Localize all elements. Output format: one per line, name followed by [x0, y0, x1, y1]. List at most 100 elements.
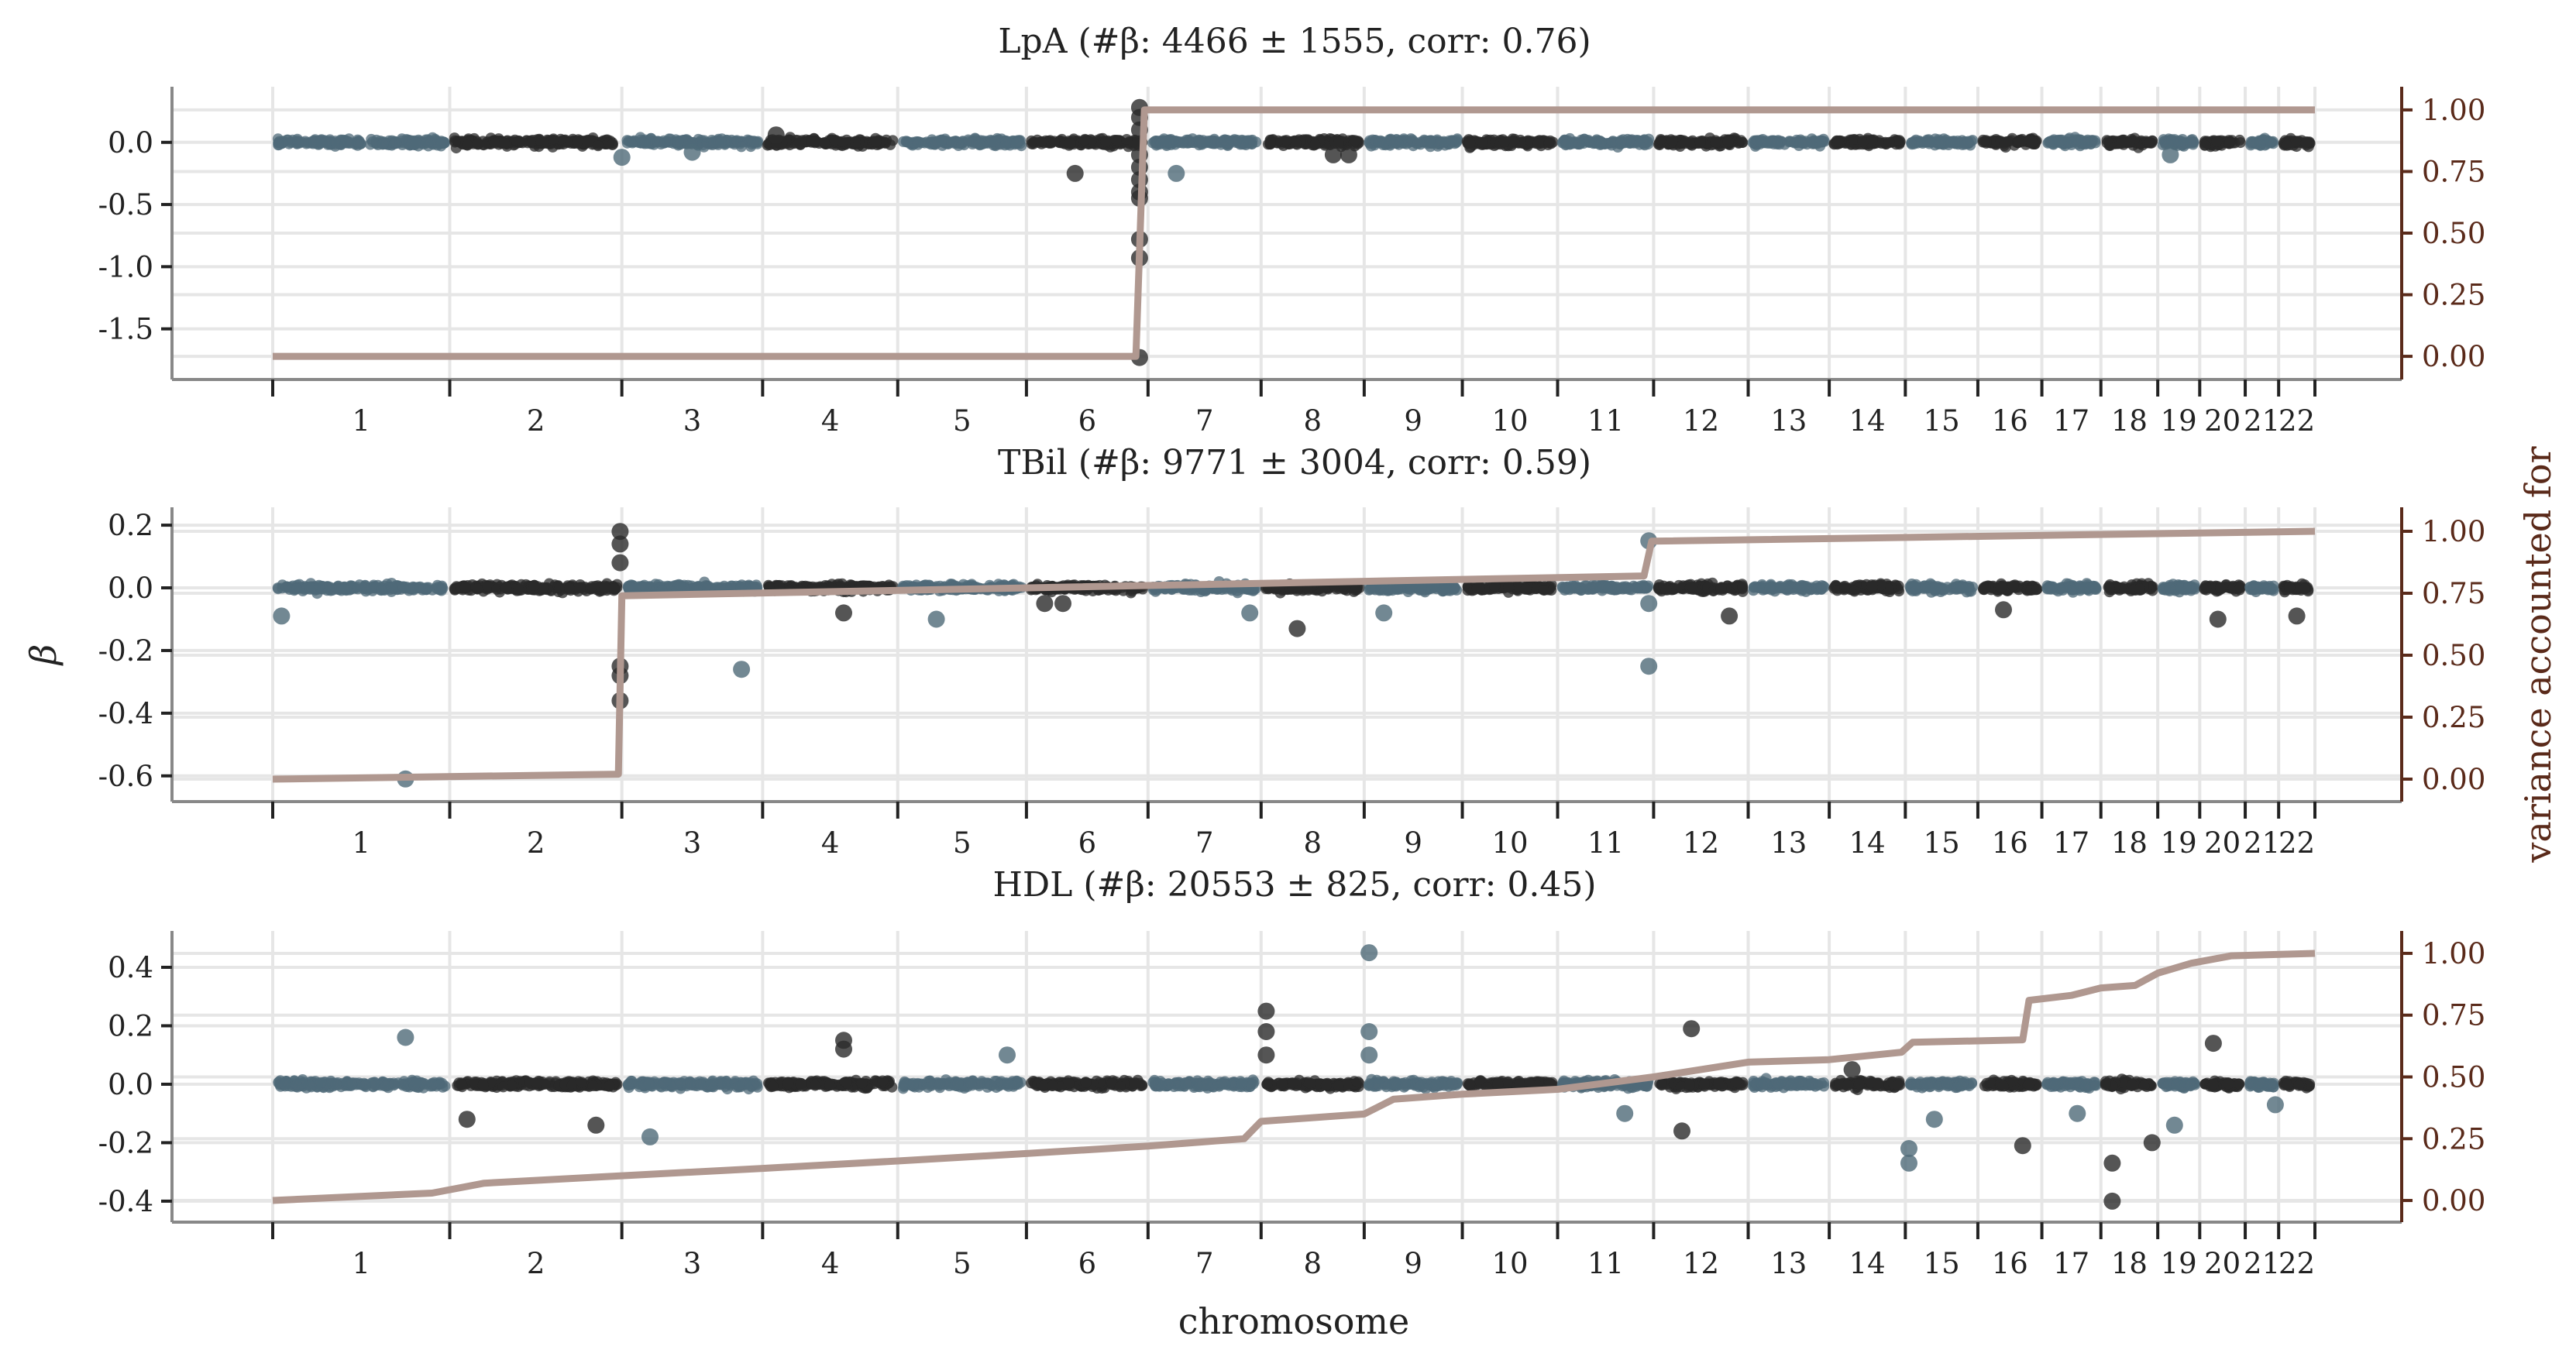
chromosome-tick-label: 2 [527, 404, 545, 438]
y-tick-label: -1.0 [98, 250, 153, 283]
beta-point [809, 135, 820, 146]
beta-outlier-point [1288, 620, 1306, 637]
beta-point [1774, 580, 1786, 592]
chromosome-tick-label: 21 [2244, 826, 2280, 860]
beta-point [1660, 584, 1672, 596]
beta-outlier-point [1721, 607, 1739, 625]
beta-outlier-point [2162, 146, 2179, 163]
beta-point [850, 136, 861, 148]
beta-point [2013, 137, 2024, 149]
beta-point [1384, 134, 1395, 146]
beta-point [1996, 582, 2007, 593]
beta-point [900, 136, 912, 147]
beta-point [1223, 138, 1234, 149]
beta-point [2031, 583, 2043, 595]
chromosome-tick-label: 1 [353, 404, 371, 438]
chromosome-tick-label: 9 [1404, 826, 1422, 860]
beta-point [627, 137, 638, 149]
beta-point [449, 136, 461, 148]
beta-outlier-point [1066, 164, 1084, 182]
beta-point [2244, 582, 2256, 593]
chromosome-tick-label: 14 [1849, 404, 1886, 438]
beta-point [500, 582, 512, 594]
beta-point [1489, 580, 1501, 592]
beta-point [280, 581, 292, 592]
beta-point [572, 136, 583, 148]
chromosome-tick-label: 18 [2111, 404, 2148, 438]
chromosome-tick-label: 10 [1491, 826, 1528, 860]
chromosome-tick-label: 4 [821, 826, 840, 860]
beta-point [1567, 137, 1578, 149]
beta-point [818, 137, 830, 149]
beta-point [1694, 136, 1706, 148]
beta-point [377, 139, 388, 150]
beta-point [534, 134, 545, 146]
right-y-tick-label: 0.75 [2422, 155, 2485, 188]
beta-point [1281, 135, 1292, 146]
beta-point [1625, 134, 1636, 146]
beta-point [887, 135, 899, 146]
beta-point [607, 139, 618, 150]
beta-point [2215, 582, 2227, 593]
beta-outlier-point [2209, 610, 2227, 628]
beta-point [1412, 138, 1423, 149]
beta-point [2134, 583, 2145, 595]
beta-point [2200, 582, 2212, 593]
right-y-tick-label: 0.50 [2422, 639, 2485, 672]
right-y-tick-label: 0.00 [2422, 340, 2485, 373]
chromosome-tick-label: 3 [683, 826, 702, 860]
beta-outlier-point [2288, 607, 2306, 625]
beta-outlier-point [613, 149, 631, 167]
beta-point [1147, 137, 1159, 149]
beta-point [1632, 582, 1643, 594]
beta-outlier-point [1995, 601, 2012, 619]
beta-point [2027, 136, 2038, 148]
beta-point [1048, 136, 1060, 147]
chromosome-tick-label: 7 [1195, 826, 1214, 860]
beta-point [1316, 586, 1328, 597]
panel-lpa: 0.0-0.5-1.0-1.51.000.750.500.250.001 2 3 4 5… [98, 22, 2486, 438]
beta-point [386, 582, 397, 594]
beta-point [564, 582, 576, 594]
beta-point [2082, 137, 2093, 149]
chromosome-tick-label: 2 [527, 826, 545, 860]
chromosome-tick-label: 7 [1195, 404, 1214, 438]
beta-point [1563, 584, 1575, 596]
beta-point [2184, 137, 2196, 149]
beta-point [1193, 134, 1205, 146]
right-y-tick-label: 0.25 [2422, 279, 2485, 312]
beta-point [1449, 581, 1460, 592]
beta-point [1762, 137, 1773, 149]
beta-point [1797, 136, 1808, 148]
chromosome-tick-label: 19 [2161, 404, 2197, 438]
y-tick-label: -1.5 [98, 313, 153, 346]
beta-point [2055, 135, 2066, 146]
chromosome-tick-label: 17 [2053, 404, 2089, 438]
beta-point [1961, 582, 1972, 593]
beta-point [548, 133, 559, 145]
beta-point [2281, 139, 2292, 151]
beta-outlier-point [927, 610, 945, 628]
beta-point [2144, 137, 2156, 148]
chromosome-tick-label: 8 [1304, 404, 1322, 438]
beta-point [1832, 136, 1844, 147]
right-y-tick-label: 1.00 [2422, 94, 2485, 127]
chromosome-tick-label: 12 [1683, 404, 1719, 438]
beta-point [1945, 136, 1956, 147]
beta-point [1503, 582, 1515, 593]
beta-point [1849, 586, 1860, 597]
beta-point [2224, 137, 2236, 149]
beta-point [2101, 135, 2113, 146]
beta-point [2123, 137, 2134, 149]
beta-point [1935, 137, 1946, 149]
chromosome-tick-label: 12 [1683, 826, 1719, 860]
beta-point [291, 583, 302, 595]
beta-outlier-point [1168, 164, 1185, 182]
beta-point [2183, 581, 2195, 592]
beta-point [672, 136, 684, 147]
beta-point [2103, 582, 2115, 594]
beta-point [1477, 137, 1488, 148]
chromosome-tick-label: 16 [1992, 404, 2028, 438]
chromosome-tick-label: 3 [683, 404, 702, 438]
chromosome-tick-label: 20 [2204, 404, 2241, 438]
